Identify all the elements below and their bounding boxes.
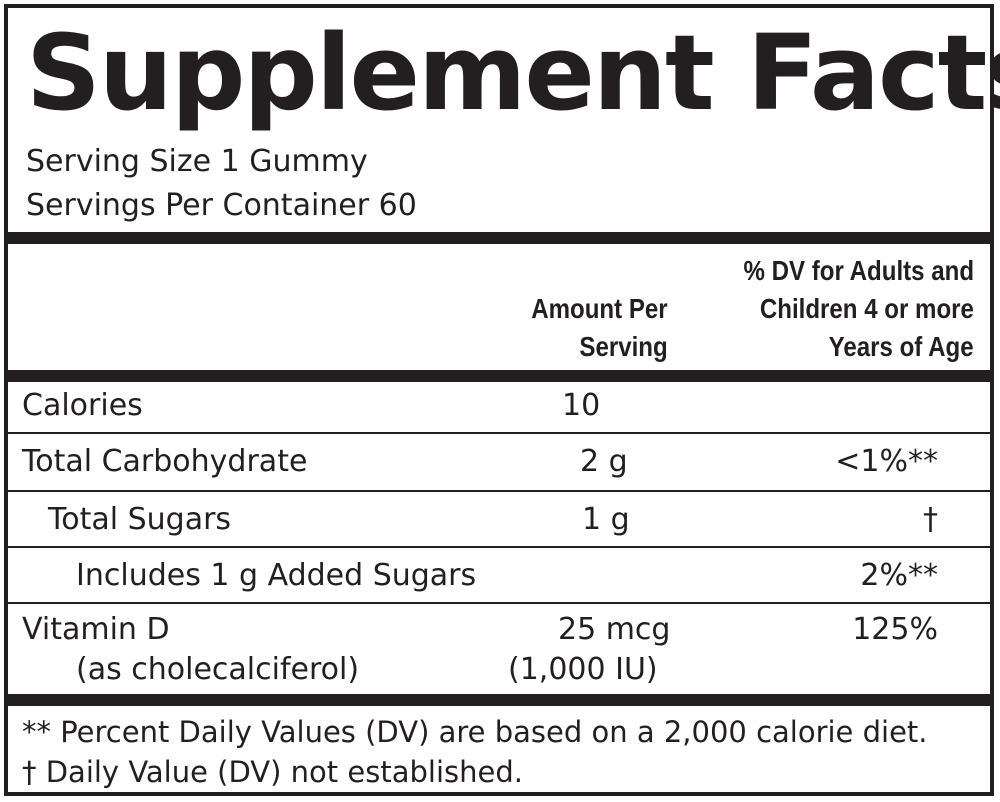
nutrient-amount: 2 g bbox=[580, 444, 628, 479]
nutrient-name: Includes 1 g Added Sugars bbox=[76, 558, 477, 593]
row-divider bbox=[8, 432, 990, 434]
nutrient-name: Vitamin D bbox=[22, 612, 170, 647]
nutrient-dv: 125% bbox=[852, 612, 938, 647]
nutrient-amount: 25 mcg bbox=[558, 612, 671, 647]
servings-per-container: Servings Per Container 60 bbox=[26, 188, 417, 223]
panel-title: Supplement Facts bbox=[26, 12, 1000, 134]
amount-header-line2: Serving bbox=[579, 331, 668, 362]
footnote-not-established: † Daily Value (DV) not established. bbox=[22, 755, 523, 789]
nutrient-amount: 1 g bbox=[582, 502, 630, 537]
serving-size: Serving Size 1 Gummy bbox=[26, 144, 368, 179]
thick-divider bbox=[8, 370, 990, 382]
row-divider bbox=[8, 490, 990, 492]
nutrient-subamount: (1,000 IU) bbox=[508, 652, 658, 687]
nutrient-dv: <1%** bbox=[835, 444, 938, 479]
row-divider bbox=[8, 602, 990, 604]
dv-header-line2: Children 4 or more bbox=[759, 293, 974, 324]
nutrient-subname: (as cholecalciferol) bbox=[76, 652, 360, 687]
thick-divider bbox=[8, 232, 990, 244]
nutrient-dv: 2%** bbox=[860, 558, 938, 593]
footnote-dv-basis: ** Percent Daily Values (DV) are based o… bbox=[22, 715, 928, 749]
amount-header-line1: Amount Per bbox=[531, 293, 668, 324]
thick-divider bbox=[8, 694, 990, 706]
nutrient-name: Total Carbohydrate bbox=[22, 444, 308, 479]
row-divider bbox=[8, 546, 990, 548]
dv-header-line1: % DV for Adults and bbox=[743, 255, 974, 286]
nutrient-dv: † bbox=[923, 502, 938, 537]
nutrient-name: Calories bbox=[22, 388, 143, 423]
nutrient-amount: 10 bbox=[562, 388, 601, 423]
dv-header-line3: Years of Age bbox=[829, 331, 974, 362]
supplement-facts-panel: Supplement Facts Serving Size 1 Gummy Se… bbox=[4, 4, 1000, 796]
nutrient-name: Total Sugars bbox=[48, 502, 232, 537]
